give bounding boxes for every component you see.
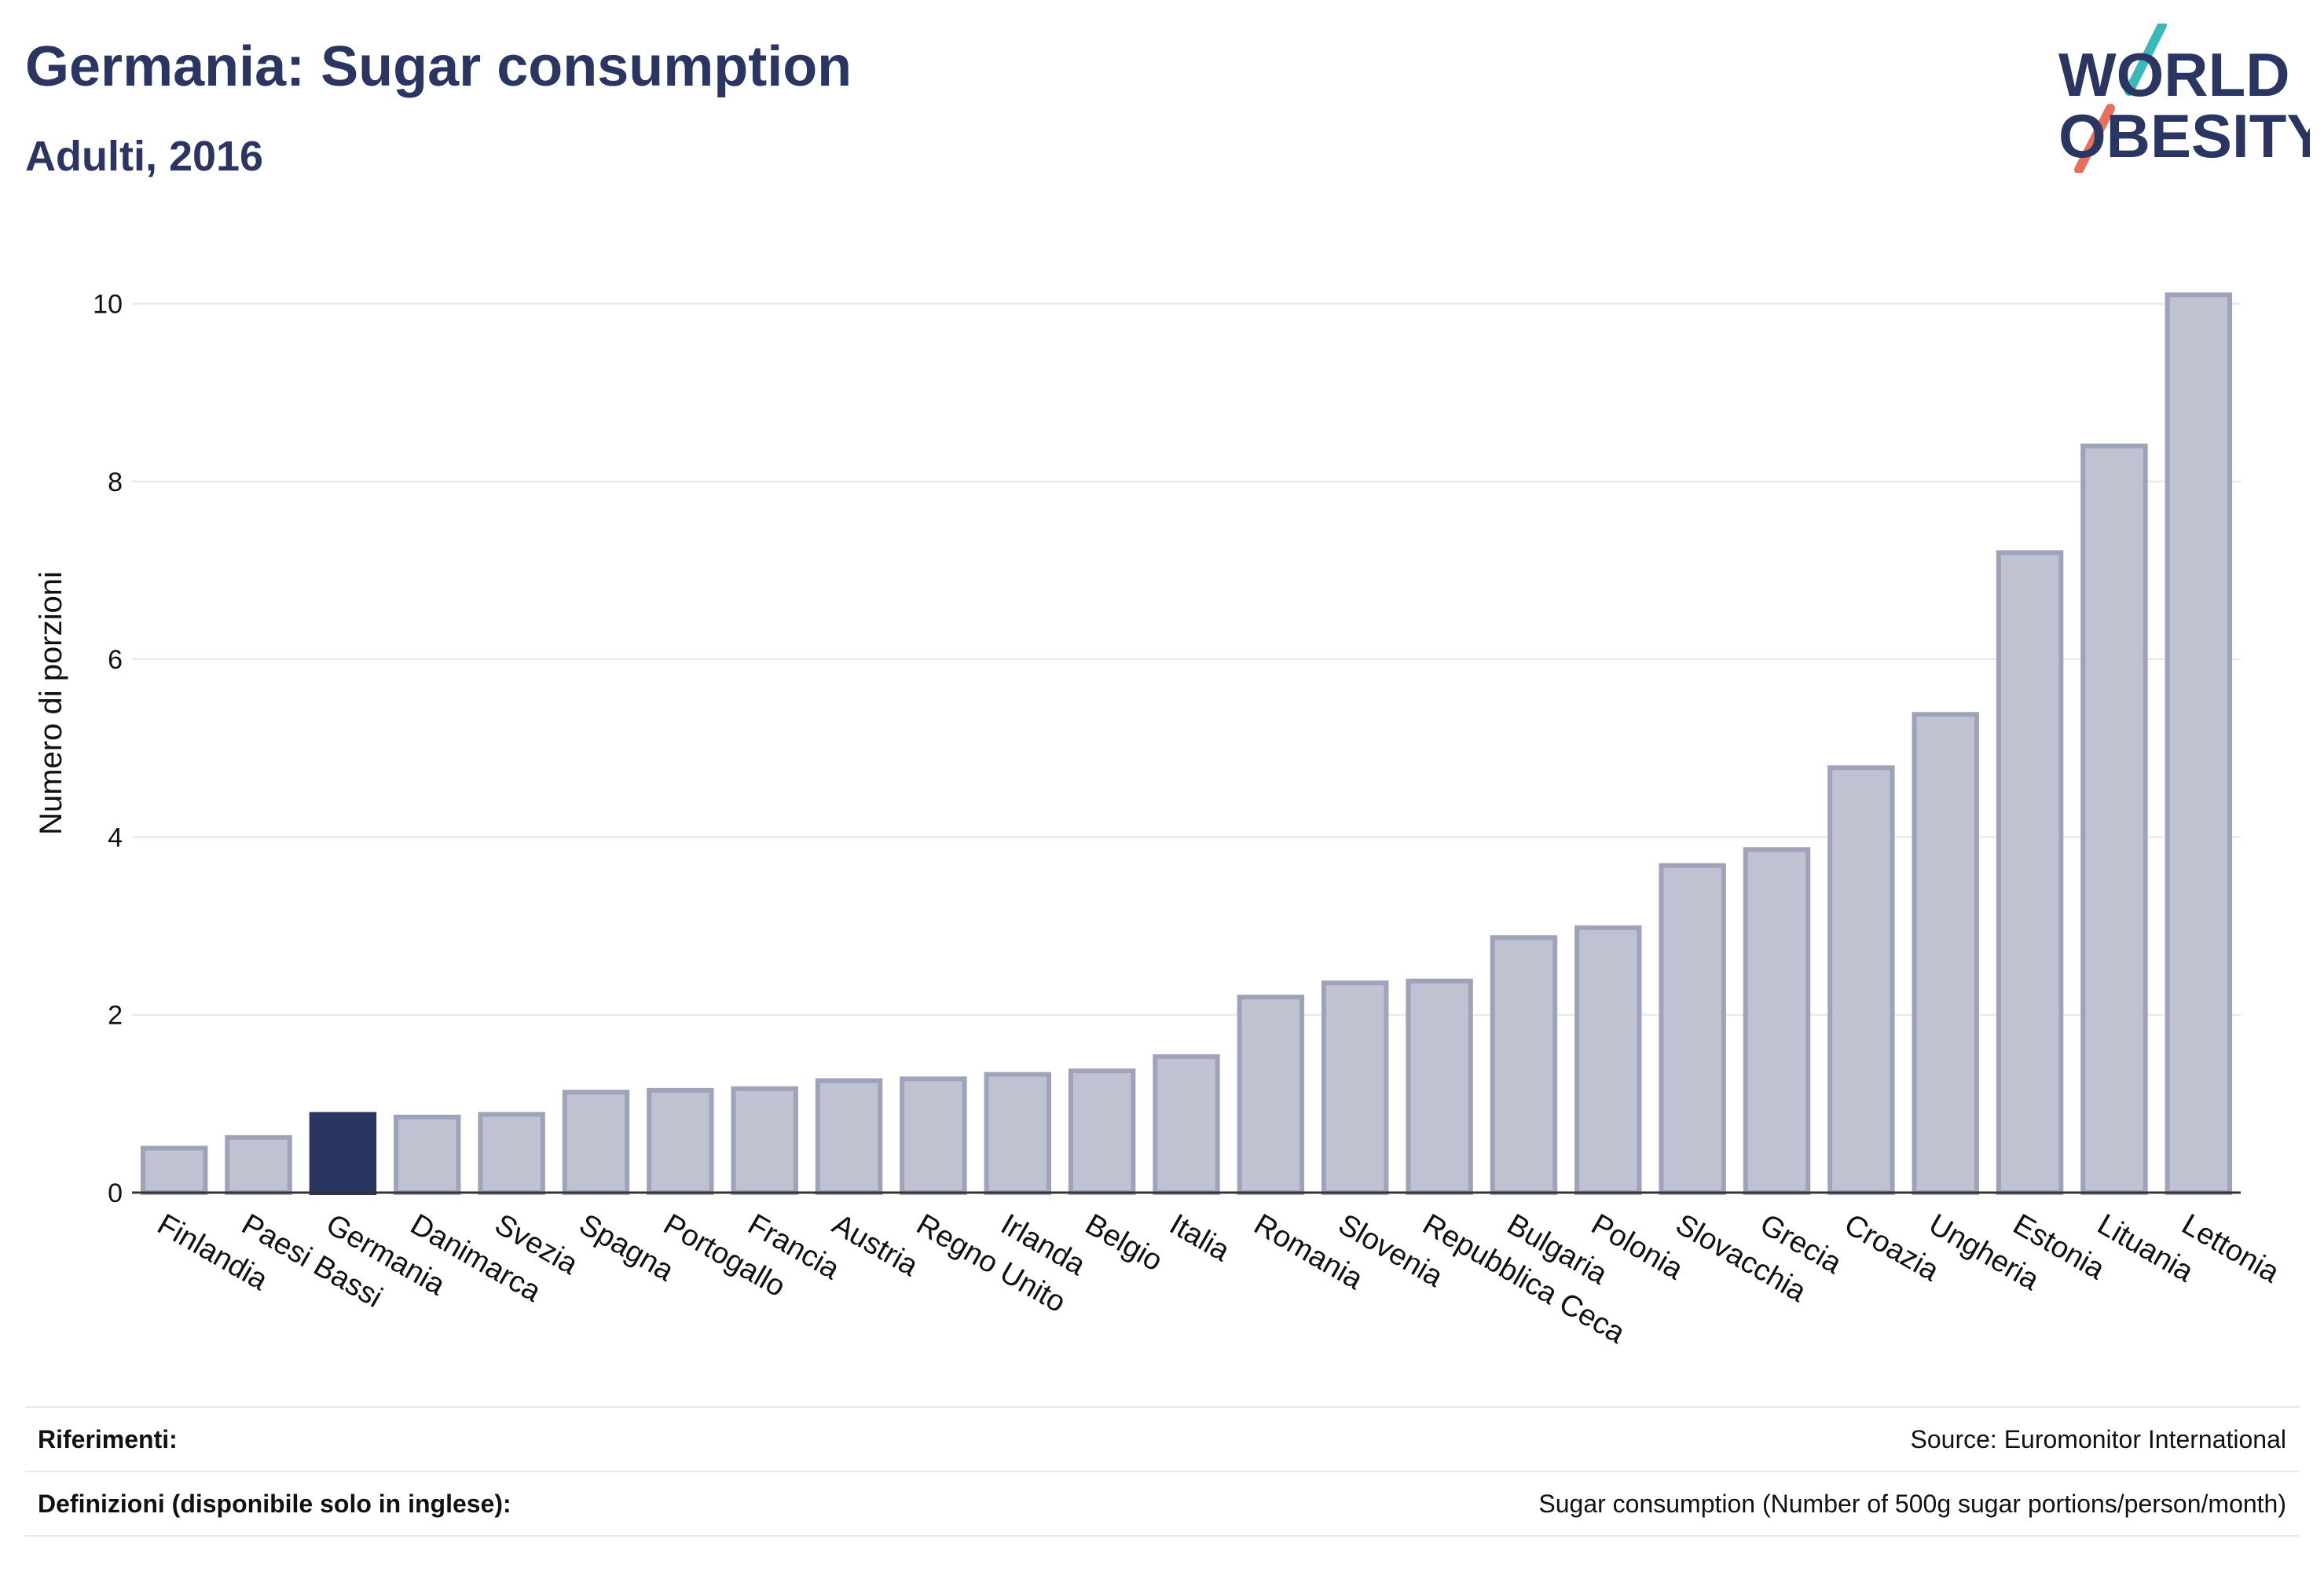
footer-divider	[25, 1535, 2299, 1537]
bar-germania[interactable]	[309, 1112, 377, 1196]
bar-lettonia[interactable]	[2165, 292, 2233, 1195]
bar-paesi-bassi[interactable]	[225, 1134, 292, 1196]
x-tick-label: Croazia	[1838, 1208, 1945, 1288]
definitions-label: Definizioni (disponibile solo in inglese…	[38, 1490, 511, 1518]
y-tick-label: 10	[93, 290, 123, 320]
y-tick-label: 8	[108, 467, 123, 497]
bar-spagna[interactable]	[562, 1090, 630, 1195]
bar-repubblica-ceca[interactable]	[1406, 978, 1473, 1195]
x-tick-label: Lituania	[2091, 1208, 2199, 1288]
definitions-value: Sugar consumption (Number of 500g sugar …	[1538, 1490, 2286, 1518]
definitions-row: Definizioni (disponibile solo in inglese…	[25, 1471, 2299, 1537]
references-value: Source: Euromonitor International	[1910, 1425, 2286, 1453]
y-tick-label: 4	[108, 823, 123, 852]
bar-slovenia[interactable]	[1321, 980, 1389, 1196]
x-tick-label: Lettonia	[2176, 1208, 2286, 1289]
y-axis-label: Numero di porzioni	[34, 571, 68, 835]
bar-romania[interactable]	[1237, 995, 1305, 1195]
bar-italia[interactable]	[1153, 1054, 1220, 1196]
x-tick-label: Italia	[1164, 1208, 1236, 1268]
bar-lituania[interactable]	[2080, 443, 2148, 1195]
page-subtitle: Adulti, 2016	[25, 133, 264, 180]
world-obesity-logo: WORLD OBESITY	[2058, 24, 2310, 173]
references-row: Riferimenti: Source: Euromonitor Interna…	[25, 1406, 2299, 1472]
bar-ungheria[interactable]	[1912, 712, 1979, 1195]
bar-belgio[interactable]	[1068, 1068, 1136, 1195]
bar-irlanda[interactable]	[984, 1072, 1052, 1196]
y-tick-label: 2	[108, 1001, 123, 1031]
bar-francia[interactable]	[731, 1086, 798, 1195]
bar-grecia[interactable]	[1743, 847, 1811, 1195]
references-label: Riferimenti:	[38, 1425, 178, 1453]
x-tick-label: Austria	[827, 1208, 924, 1283]
x-tick-label: Belgio	[1080, 1208, 1167, 1277]
logo-line2: OBESITY	[2058, 101, 2310, 170]
bar-finlandia[interactable]	[140, 1145, 208, 1196]
logo-line1: WORLD	[2058, 40, 2290, 109]
bar-polonia[interactable]	[1574, 925, 1642, 1195]
bar-estonia[interactable]	[1996, 550, 2064, 1195]
bar-danimarca[interactable]	[394, 1114, 461, 1196]
bars	[140, 292, 2233, 1196]
bar-svezia[interactable]	[478, 1112, 545, 1196]
bar-slovacchia[interactable]	[1659, 863, 1726, 1195]
x-tick-label: Spagna	[574, 1208, 680, 1288]
bar-croazia[interactable]	[1827, 765, 1895, 1195]
bar-bulgaria[interactable]	[1490, 935, 1558, 1196]
bar-portogallo[interactable]	[647, 1087, 714, 1196]
bar-austria[interactable]	[815, 1078, 883, 1195]
y-tick-label: 6	[108, 645, 123, 675]
bar-regno-unito[interactable]	[900, 1076, 967, 1195]
y-tick-label: 0	[108, 1178, 123, 1208]
page-title: Germania: Sugar consumption	[25, 35, 852, 98]
